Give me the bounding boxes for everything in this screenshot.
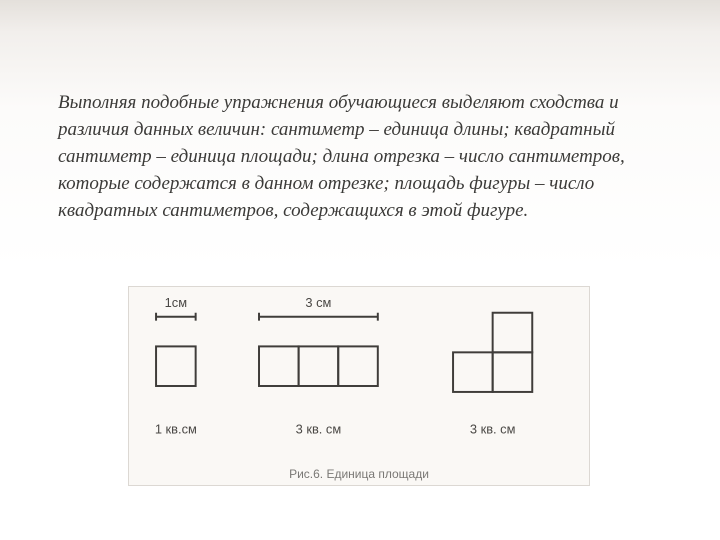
caption-2: 3 кв. см (296, 422, 342, 437)
paragraph-text: Выполняя подобные упражнения обучающиеся… (58, 90, 648, 225)
square-1 (156, 346, 196, 386)
square-2a (259, 346, 299, 386)
square-3c (493, 352, 533, 392)
square-2c (338, 346, 378, 386)
figure-3cm-l-shape: 3 кв. см (453, 313, 532, 437)
square-2b (299, 346, 339, 386)
square-3b (453, 352, 493, 392)
figure-3cm-row: 3 см 3 кв. см (259, 295, 378, 437)
dim-label-2: 3 см (305, 295, 331, 310)
dim-label-1: 1см (165, 295, 187, 310)
diagram-area-units: 1см 1 кв.см 3 см 3 кв. см 3 кв. см Рис.6… (128, 286, 590, 486)
caption-1: 1 кв.см (155, 422, 197, 437)
diagram-caption: Рис.6. Единица площади (129, 467, 589, 481)
diagram-svg: 1см 1 кв.см 3 см 3 кв. см 3 кв. см (129, 287, 589, 485)
square-3a (493, 313, 533, 353)
caption-3: 3 кв. см (470, 422, 516, 437)
figure-1cm: 1см 1 кв.см (155, 295, 197, 437)
